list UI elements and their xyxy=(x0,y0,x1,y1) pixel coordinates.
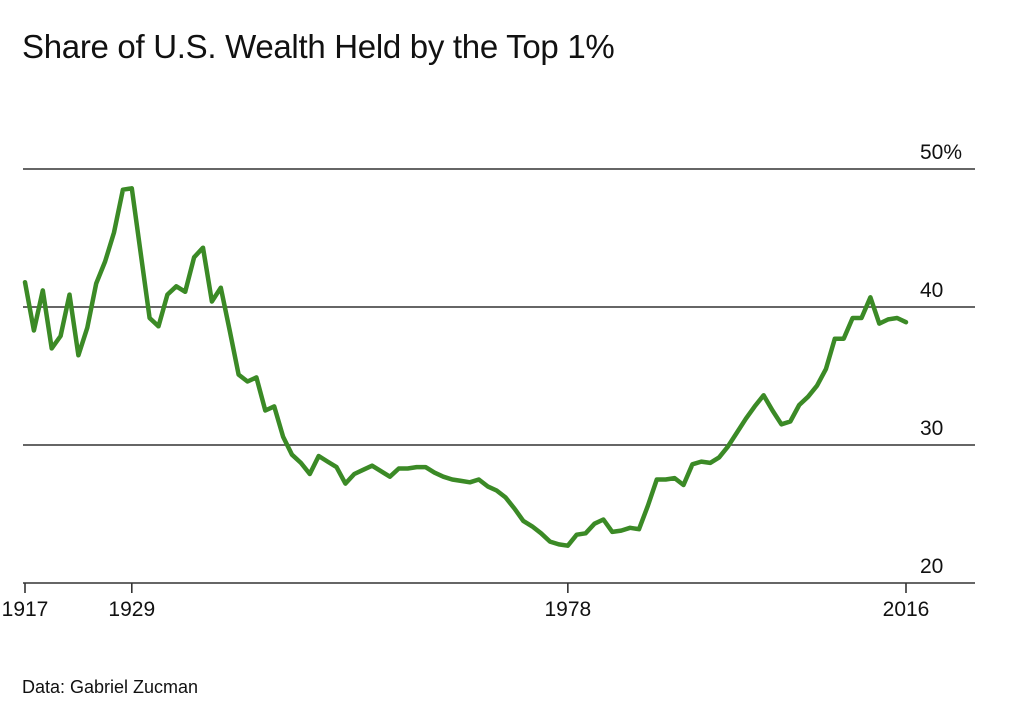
y-tick-label: 50% xyxy=(920,141,962,164)
data-source: Data: Gabriel Zucman xyxy=(22,677,199,697)
series-line xyxy=(22,186,909,548)
x-tick-label: 1978 xyxy=(544,598,591,621)
x-tick-label: 1917 xyxy=(2,598,49,621)
x-tick-label: 2016 xyxy=(883,598,930,621)
chart-title: Share of U.S. Wealth Held by the Top 1% xyxy=(22,28,615,65)
y-tick-label: 30 xyxy=(920,417,943,440)
x-tick-label: 1929 xyxy=(108,598,155,621)
y-tick-label: 40 xyxy=(920,279,943,302)
y-tick-label: 20 xyxy=(920,555,943,578)
